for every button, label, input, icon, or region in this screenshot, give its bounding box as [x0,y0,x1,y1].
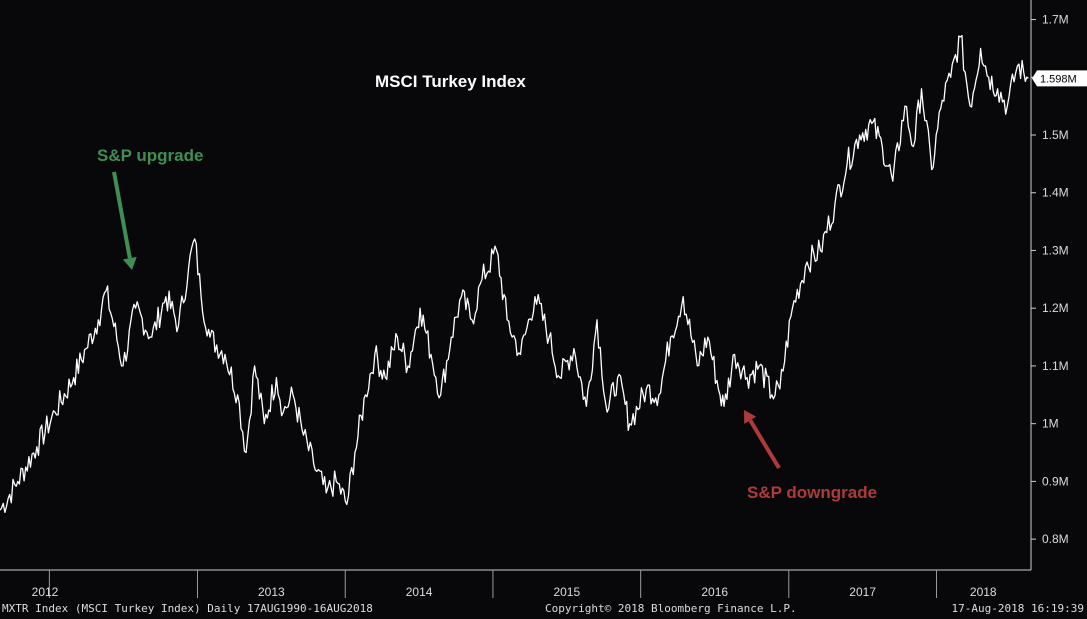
last-value-label: 1.598M [1040,73,1077,85]
y-tick-label: 1.1M [1042,359,1069,373]
y-tick-label: 0.8M [1042,532,1069,546]
y-tick-label: 1.7M [1042,13,1069,27]
y-tick-label: 1.4M [1042,186,1069,200]
x-tick-label: 2013 [258,585,285,599]
x-tick-label: 2012 [32,585,59,599]
x-tick-label: 2016 [701,585,728,599]
y-tick-label: 0.9M [1042,474,1069,488]
downgrade-arrow-head [744,410,757,424]
upgrade-arrow-shaft [112,171,132,259]
upgrade-annotation-label: S&P upgrade [97,146,203,165]
y-tick-label: 1.2M [1042,301,1069,315]
y-tick-label: 1.5M [1042,128,1069,142]
footer-copyright: Copyright© 2018 Bloomberg Finance L.P. [545,602,797,615]
y-tick-label: 1.3M [1042,243,1069,257]
downgrade-arrow-shaft [748,419,781,470]
chart-title: MSCI Turkey Index [375,72,526,91]
last-value-tag-background [1032,70,1087,87]
x-tick-label: 2015 [553,585,580,599]
price-series-line [0,34,1029,514]
x-axis-ticks: 2012 2013 2014 2015 2016 2017 2018 [32,570,997,599]
x-tick-label: 2017 [849,585,876,599]
y-tick-label: 1M [1042,417,1059,431]
x-tick-label: 2018 [970,585,997,599]
footer-timestamp: 17-Aug-2018 16:19:39 [952,602,1084,615]
downgrade-annotation-label: S&P downgrade [747,483,877,502]
x-tick-label: 2014 [406,585,433,599]
footer-ticker-info: MXTR Index (MSCI Turkey Index) Daily 17A… [2,602,373,615]
annotations: S&P upgrade S&P downgrade [97,146,877,502]
upgrade-arrow-head [122,256,137,270]
last-value-tag: 1.598M [1032,70,1087,87]
